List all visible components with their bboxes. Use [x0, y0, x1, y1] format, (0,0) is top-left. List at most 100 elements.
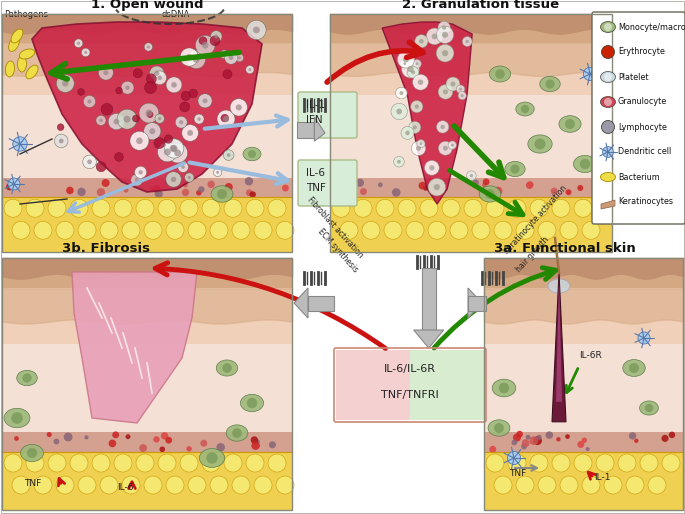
Circle shape — [163, 139, 183, 158]
Ellipse shape — [199, 449, 225, 467]
Circle shape — [114, 454, 132, 472]
Circle shape — [582, 221, 600, 239]
Circle shape — [12, 476, 30, 494]
Circle shape — [451, 82, 456, 86]
Circle shape — [552, 199, 570, 217]
Ellipse shape — [540, 77, 560, 91]
Circle shape — [166, 77, 182, 93]
Circle shape — [604, 476, 622, 494]
Circle shape — [462, 36, 472, 46]
Circle shape — [78, 476, 96, 494]
Circle shape — [584, 67, 597, 81]
Ellipse shape — [601, 22, 616, 32]
Circle shape — [438, 182, 444, 189]
Circle shape — [565, 434, 570, 439]
Circle shape — [246, 199, 264, 217]
Circle shape — [603, 146, 613, 157]
Bar — [484, 344, 683, 432]
Circle shape — [428, 221, 446, 239]
Bar — [2, 258, 292, 288]
Circle shape — [166, 221, 184, 239]
Text: Lymphocyte: Lymphocyte — [618, 122, 667, 132]
Text: IL-6R: IL-6R — [579, 351, 601, 360]
Polygon shape — [552, 273, 566, 422]
Ellipse shape — [505, 161, 525, 177]
Text: 3a. Functional skin: 3a. Functional skin — [494, 242, 636, 255]
Circle shape — [414, 104, 419, 109]
Circle shape — [103, 70, 108, 75]
Ellipse shape — [19, 49, 35, 59]
Circle shape — [256, 439, 260, 444]
Circle shape — [223, 116, 229, 122]
Bar — [2, 258, 292, 510]
Circle shape — [530, 454, 548, 472]
Circle shape — [247, 20, 266, 40]
Circle shape — [227, 153, 231, 157]
Text: Keratinocyte activation: Keratinocyte activation — [502, 183, 569, 256]
Circle shape — [495, 69, 505, 79]
Polygon shape — [72, 272, 197, 423]
Circle shape — [216, 171, 219, 174]
Circle shape — [84, 435, 88, 439]
Circle shape — [130, 131, 149, 150]
Circle shape — [158, 117, 162, 120]
Ellipse shape — [11, 29, 23, 43]
Circle shape — [77, 42, 80, 45]
Bar — [308, 296, 334, 310]
FancyBboxPatch shape — [336, 350, 410, 420]
Circle shape — [419, 182, 426, 190]
Circle shape — [536, 435, 542, 440]
Circle shape — [199, 36, 207, 45]
Circle shape — [483, 178, 490, 185]
Circle shape — [198, 186, 205, 193]
Circle shape — [123, 188, 128, 193]
Circle shape — [149, 66, 164, 81]
Circle shape — [210, 476, 228, 494]
Circle shape — [419, 39, 424, 44]
Circle shape — [530, 436, 538, 445]
Circle shape — [420, 199, 438, 217]
Circle shape — [158, 454, 176, 472]
Text: ECM synthesis: ECM synthesis — [316, 227, 360, 274]
Ellipse shape — [479, 186, 501, 202]
FancyBboxPatch shape — [592, 12, 685, 224]
Polygon shape — [556, 278, 562, 402]
Circle shape — [34, 221, 52, 239]
Text: Erythrocyte: Erythrocyte — [618, 47, 665, 57]
Circle shape — [158, 142, 177, 162]
Circle shape — [409, 121, 421, 133]
Circle shape — [229, 56, 234, 60]
Circle shape — [171, 177, 176, 182]
Circle shape — [254, 476, 272, 494]
Circle shape — [526, 182, 533, 189]
Circle shape — [139, 444, 147, 452]
Circle shape — [56, 221, 74, 239]
Ellipse shape — [26, 65, 38, 79]
Circle shape — [442, 50, 448, 56]
Circle shape — [203, 98, 208, 103]
Circle shape — [180, 454, 198, 472]
Circle shape — [166, 476, 184, 494]
Circle shape — [101, 179, 110, 187]
Circle shape — [486, 199, 504, 217]
Circle shape — [114, 153, 123, 161]
Bar — [484, 452, 683, 510]
Circle shape — [450, 221, 468, 239]
Circle shape — [222, 363, 232, 373]
Circle shape — [181, 91, 190, 101]
Circle shape — [82, 48, 90, 57]
Circle shape — [221, 114, 229, 122]
Circle shape — [97, 188, 105, 196]
Circle shape — [378, 182, 383, 187]
Circle shape — [526, 181, 534, 189]
Circle shape — [253, 27, 260, 33]
FancyBboxPatch shape — [298, 160, 357, 206]
Circle shape — [96, 162, 106, 172]
Circle shape — [601, 120, 614, 134]
Circle shape — [448, 141, 456, 149]
Text: TNF: TNF — [306, 183, 326, 193]
Circle shape — [629, 432, 636, 439]
Circle shape — [223, 150, 234, 160]
Circle shape — [112, 431, 119, 438]
Bar — [2, 432, 292, 452]
